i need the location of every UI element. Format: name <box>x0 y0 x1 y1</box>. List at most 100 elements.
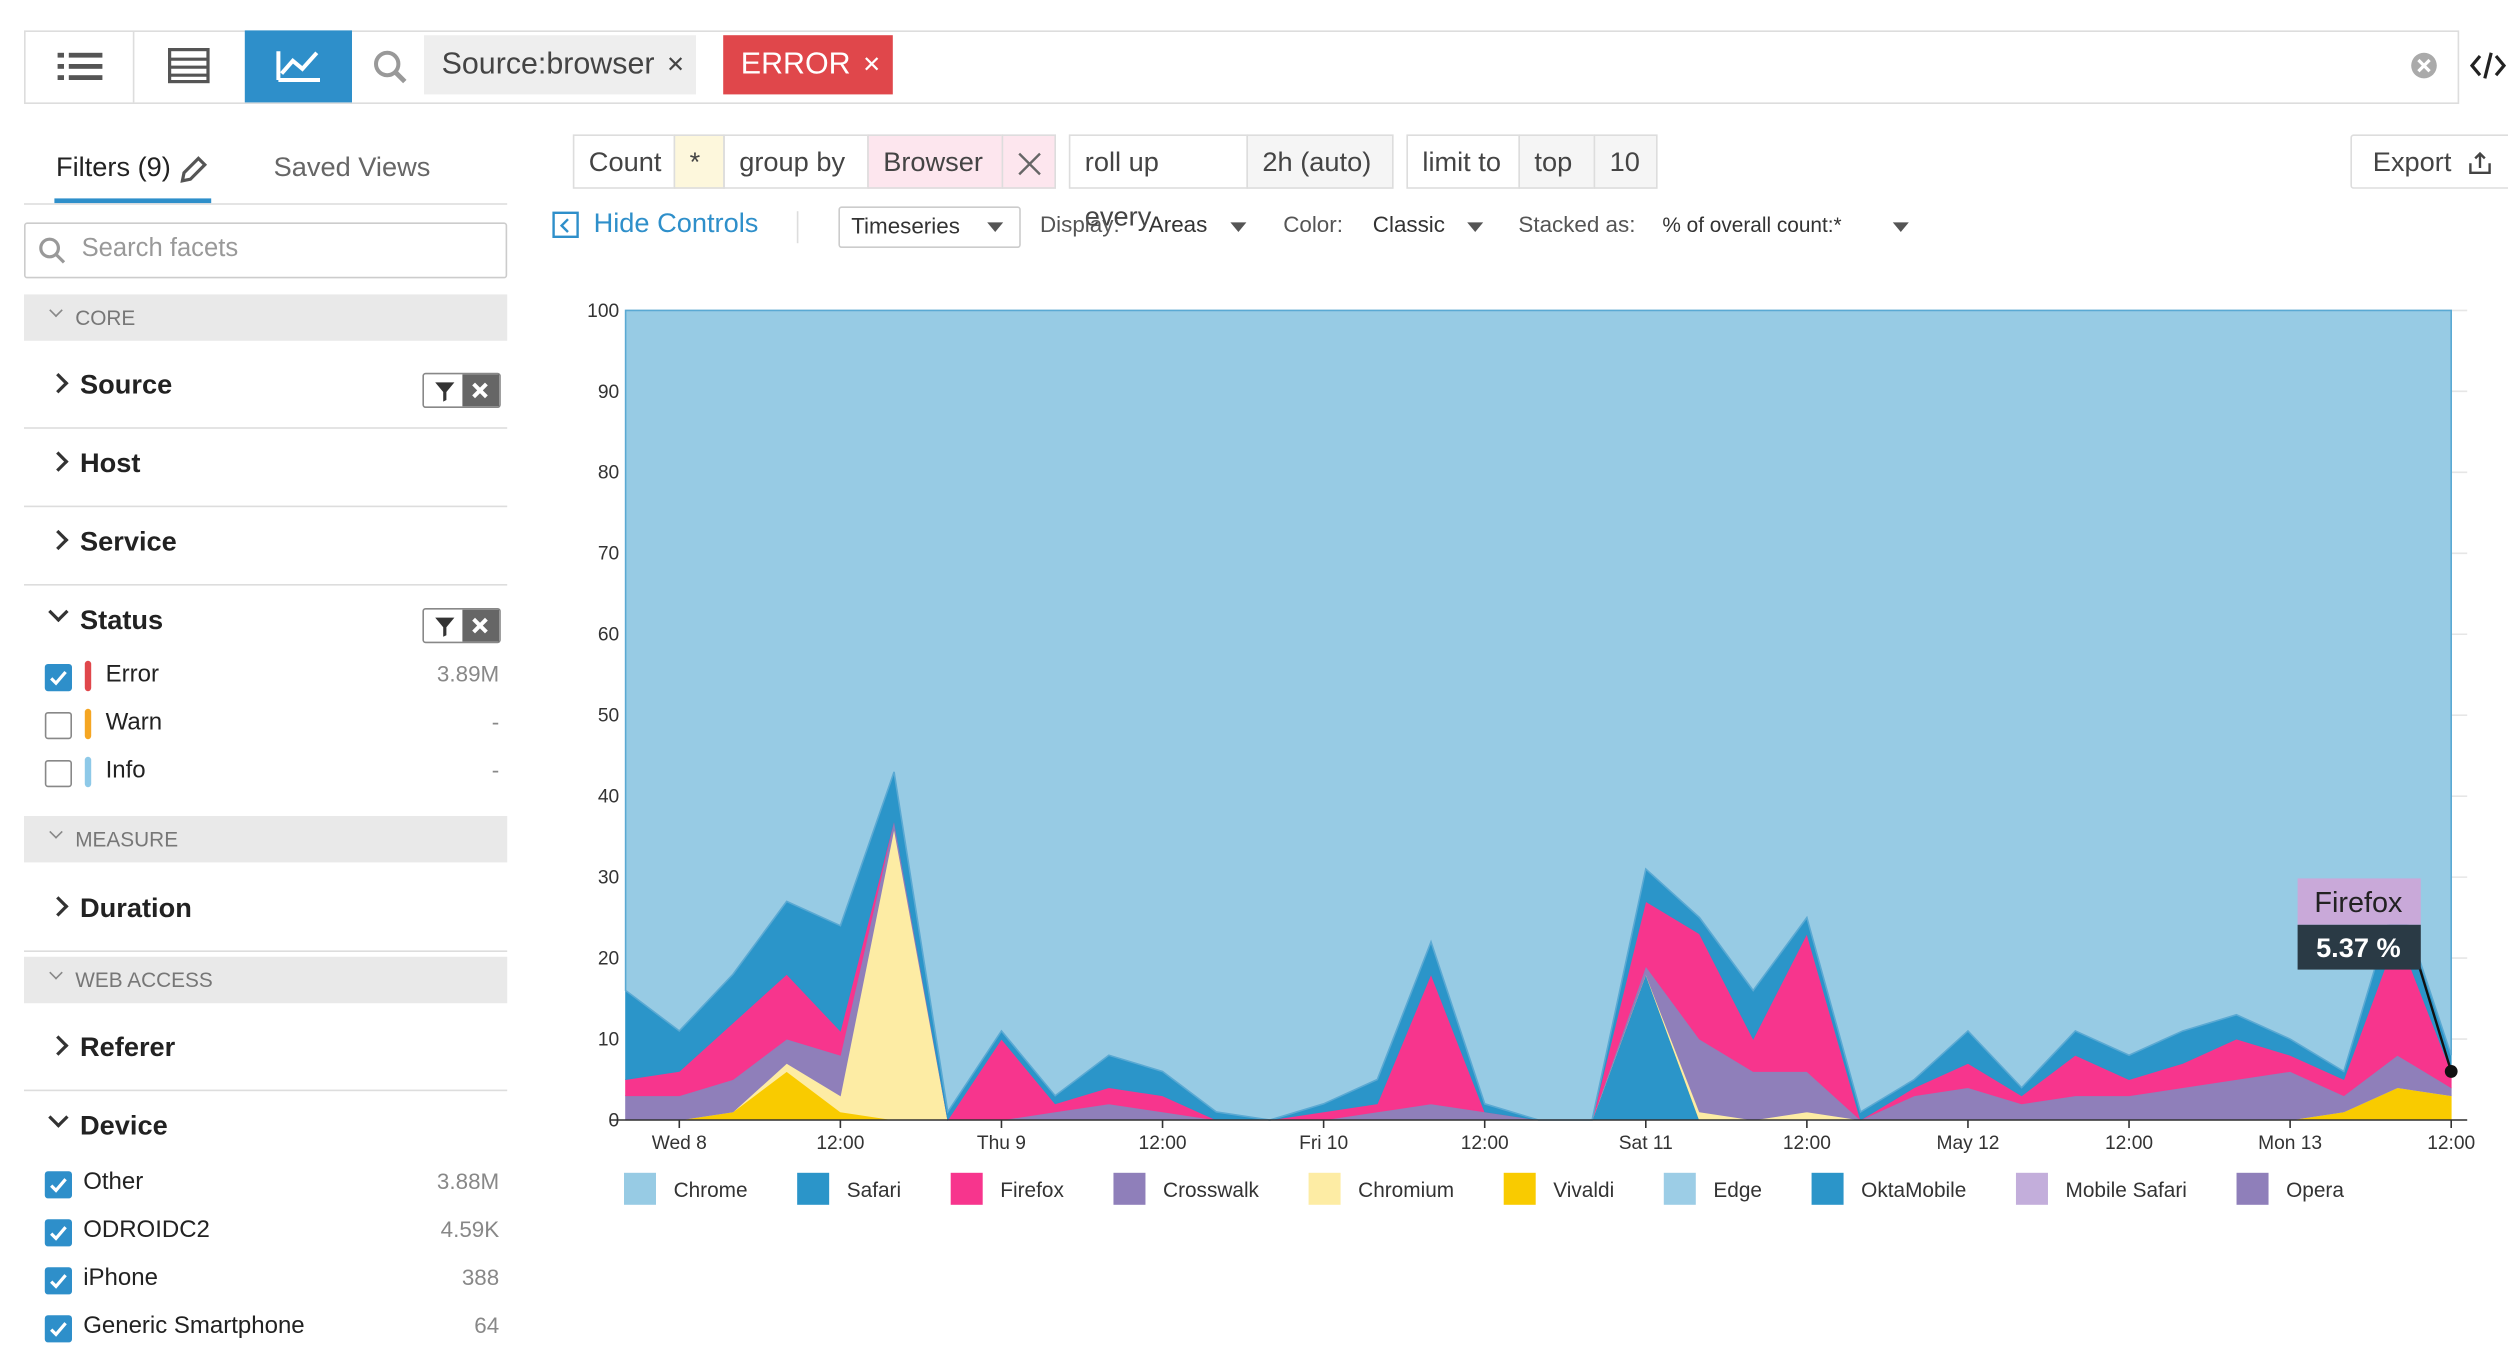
legend-label: Crosswalk <box>1163 1179 1260 1202</box>
dropdown-caret <box>1230 222 1247 232</box>
legend-swatch <box>1663 1172 1696 1205</box>
facet-item[interactable]: Other 3.88M <box>44 1166 499 1204</box>
measure[interactable]: Count <box>572 134 676 189</box>
color-label: Color: <box>1283 211 1343 237</box>
table-view-button[interactable] <box>134 32 244 102</box>
rollup[interactable]: 2h (auto) <box>1246 134 1394 189</box>
filter-chip[interactable]: Source:browser ✕ <box>424 35 697 95</box>
facet-label: Device <box>80 1110 168 1141</box>
hide-controls-icon[interactable] <box>552 211 581 240</box>
group-by[interactable]: Browser <box>867 134 1004 189</box>
facet[interactable]: Status <box>24 584 507 662</box>
facet-filter-toggle[interactable] <box>422 372 501 408</box>
viz-label: Timeseries <box>851 212 960 239</box>
checkbox[interactable] <box>44 712 72 740</box>
facet[interactable]: Source <box>24 349 508 429</box>
filter-chip[interactable]: ERROR ✕ <box>723 35 893 95</box>
color-select[interactable]: Classic <box>1372 211 1445 237</box>
legend-label: OktaMobile <box>1861 1179 1966 1202</box>
edit-icon[interactable] <box>178 154 210 186</box>
search-bar <box>24 30 2460 104</box>
legend-swatch <box>797 1172 830 1205</box>
checkbox[interactable] <box>44 1315 72 1343</box>
legend-label: Safari <box>847 1179 901 1202</box>
legend-swatch <box>2015 1172 2048 1205</box>
item-count: 3.89M <box>436 660 500 687</box>
display-select[interactable]: Areas <box>1148 211 1208 237</box>
tooltip-value: 5.37 % <box>2316 932 2401 963</box>
legend-swatch <box>1503 1172 1536 1205</box>
facet[interactable]: Device <box>24 1090 507 1168</box>
facet-item[interactable]: Warn - <box>44 707 499 745</box>
facet[interactable]: Service <box>24 506 508 586</box>
clear-button[interactable] <box>2410 51 2439 80</box>
facet-label: Status <box>80 604 164 636</box>
item-count: 4.59K <box>440 1216 500 1242</box>
facet-filter-toggle[interactable] <box>422 608 501 644</box>
search-icon <box>374 50 407 84</box>
y-tick-label: 40 <box>598 787 619 808</box>
filters-tab[interactable]: Filters (9) <box>56 152 171 183</box>
stacked-select[interactable]: % of overall count:* <box>1662 212 1842 237</box>
facet[interactable]: Referer <box>24 1011 508 1092</box>
facet-item[interactable]: Error 3.89M <box>44 659 500 697</box>
chip-remove[interactable]: ✕ <box>862 51 881 77</box>
x-tick-label: Sat 11 <box>1619 1133 1673 1154</box>
status-color <box>84 756 92 788</box>
code-button[interactable] <box>2469 48 2507 83</box>
item-label: ODROIDC2 <box>83 1216 210 1244</box>
chip-label: Source:browser <box>441 48 655 82</box>
chip-remove[interactable]: ✕ <box>666 51 685 77</box>
facet-item[interactable]: ODROIDC2 4.59K <box>44 1214 500 1252</box>
limit-label: limit to <box>1406 134 1520 189</box>
group-header[interactable]: WEB ACCESS <box>24 956 508 1004</box>
remove-group-by[interactable] <box>1001 134 1056 189</box>
x-tick-label: Wed 8 <box>652 1133 707 1154</box>
checkbox[interactable] <box>44 1171 72 1199</box>
tab-underline <box>54 198 212 204</box>
group-header[interactable]: MEASURE <box>24 816 508 863</box>
saved-views-tab[interactable]: Saved Views <box>273 152 431 183</box>
list-view-button[interactable] <box>26 32 135 103</box>
chart: 0 10 20 30 40 50 60 70 80 90 100 Wed 8 12:00 Thu 9 12:… <box>587 301 2475 1205</box>
x-tick-label: 12:00 <box>1783 1133 1831 1154</box>
limit-direction[interactable]: top <box>1518 134 1596 189</box>
chip-label: ERROR <box>740 48 851 82</box>
facet[interactable]: Host <box>24 427 508 508</box>
search-icon <box>39 237 66 264</box>
group-header[interactable]: CORE <box>24 294 508 341</box>
checkbox[interactable] <box>44 664 72 692</box>
divider <box>24 203 508 205</box>
x-tick-label: 12:00 <box>1139 1133 1187 1154</box>
checkbox[interactable] <box>44 1219 72 1247</box>
x-tick-label: May 12 <box>1936 1133 1999 1154</box>
display-label: Display: <box>1040 211 1120 237</box>
analytics-view-button[interactable] <box>244 30 352 103</box>
checkbox[interactable] <box>44 760 72 788</box>
facet-item[interactable]: Generic Smartphone 64 <box>44 1310 499 1348</box>
tooltip-body <box>2297 924 2421 970</box>
rollup-label: roll up every <box>1068 134 1248 232</box>
y-tick-label: 60 <box>598 625 619 646</box>
legend-label: Firefox <box>1000 1179 1064 1202</box>
facet-item[interactable]: Info - <box>44 755 499 793</box>
facet-label: Host <box>80 448 141 479</box>
viz-select[interactable]: Timeseries <box>838 206 1021 248</box>
y-tick-label: 20 <box>598 948 619 969</box>
y-tick-label: 100 <box>587 301 619 322</box>
facet[interactable]: Duration <box>24 872 508 952</box>
item-label: Other <box>83 1168 144 1196</box>
facet-item[interactable]: iPhone 388 <box>44 1262 499 1300</box>
export-button[interactable]: Export <box>2350 134 2508 189</box>
limit[interactable]: 10 <box>1593 134 1658 189</box>
item-label: Info <box>105 756 146 784</box>
field[interactable]: * <box>673 134 725 189</box>
y-tick-label: 10 <box>598 1029 619 1050</box>
legend-label: Chromium <box>1358 1179 1454 1202</box>
facet-search[interactable]: Search facets <box>24 222 508 279</box>
hide-controls[interactable]: Hide Controls <box>593 208 759 239</box>
y-tick-label: 50 <box>598 706 619 727</box>
checkbox[interactable] <box>44 1267 72 1295</box>
export-label: Export <box>2372 147 2452 178</box>
